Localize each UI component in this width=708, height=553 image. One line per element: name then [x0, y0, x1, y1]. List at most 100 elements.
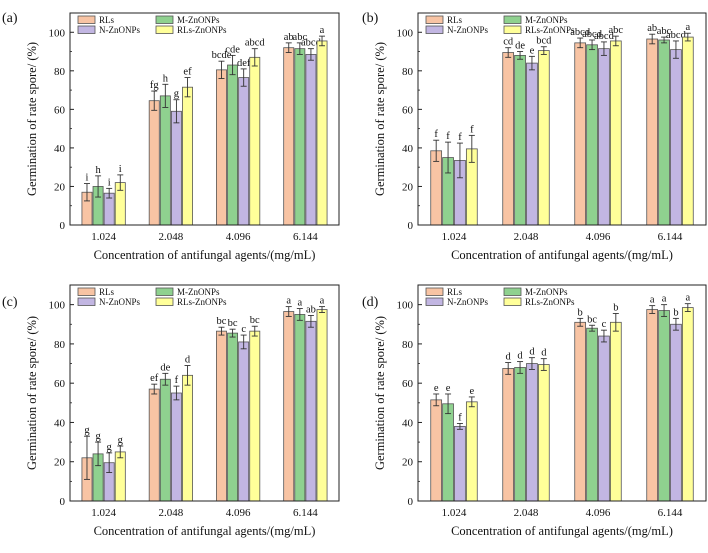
significance-letter: d — [529, 347, 535, 358]
panel-label: (c) — [2, 295, 18, 310]
significance-letter: a — [320, 25, 325, 36]
significance-letter: a — [685, 22, 690, 33]
y-tick-label: 60 — [402, 378, 414, 390]
significance-letter: fg — [150, 80, 159, 91]
bar-m-znonps-1.024 — [442, 403, 454, 502]
bar-n-znonps-2.048 — [526, 62, 538, 226]
significance-letter: abcd — [594, 31, 615, 42]
bar-m-znonps-2.048 — [514, 367, 526, 502]
significance-letter: abcd — [301, 38, 322, 49]
legend-entry: N-ZnONPs — [99, 25, 140, 35]
x-tick-label: 4.096 — [586, 231, 611, 243]
bar-rls-znonps-2.048 — [537, 50, 550, 226]
y-tick-label: 100 — [49, 300, 66, 312]
bar-n-znonps-6.144 — [305, 54, 317, 226]
x-tick-label: 6.144 — [658, 507, 683, 519]
legend-swatch — [503, 297, 522, 306]
significance-letter: bcd — [536, 36, 552, 47]
legend-entry: RLs-ZnONPs — [177, 25, 227, 35]
legend-swatch — [77, 15, 96, 24]
y-tick-label: 40 — [54, 143, 66, 155]
significance-letter: b — [673, 307, 678, 318]
bar-rls-znonps-4.096 — [249, 330, 261, 502]
legend-entry: M-ZnONPs — [525, 287, 568, 297]
significance-letter: a — [650, 295, 655, 306]
significance-letter: b — [613, 302, 618, 313]
bar-rls-4.096 — [574, 321, 587, 502]
bar-rls-2.048 — [502, 368, 515, 502]
significance-letter: ab — [647, 23, 657, 34]
y-tick-label: 40 — [402, 143, 414, 155]
legend-swatch — [503, 15, 522, 24]
plot-frame — [417, 284, 707, 502]
x-tick-label: 4.096 — [226, 231, 251, 243]
chart-panel-1: (a) i fg bcde ab h h cde abc i g def abcd i ef abcd a 0 20… — [2, 11, 340, 262]
bar-rls-4.096 — [216, 330, 227, 502]
y-tick-label: 0 — [408, 220, 414, 232]
legend-swatch — [155, 25, 174, 34]
y-tick-label: 80 — [54, 66, 66, 78]
x-tick-label: 1.024 — [91, 231, 116, 243]
x-axis-title: Concentration of antifungal agents/(mg/m… — [94, 248, 316, 262]
significance-letter: bc — [250, 315, 260, 326]
bar-rls-znonps-2.048 — [182, 374, 193, 502]
bar-rls-znonps-6.144 — [316, 40, 328, 226]
significance-letter: de — [515, 41, 525, 52]
plot-frame — [417, 12, 707, 226]
significance-letter: i — [119, 164, 122, 175]
bar-n-znonps-4.096 — [598, 48, 610, 226]
x-tick-label: 6.144 — [658, 231, 683, 243]
legend-entry: RLs-ZnONPs — [525, 297, 575, 307]
legend-entry: M-ZnONPs — [177, 15, 220, 25]
panel-label: (b) — [362, 11, 379, 26]
significance-letter: e — [469, 386, 474, 397]
y-tick-label: 0 — [60, 496, 66, 508]
bar-rls-1.024 — [430, 150, 443, 226]
chart-panel-3: (c) g ef bc a g de bc a g f c ab g d bc a 0 20 40 60 80 100 1.0… — [2, 284, 340, 538]
significance-letter: a — [286, 296, 291, 307]
legend-swatch — [155, 287, 174, 296]
significance-letter: g — [84, 425, 90, 436]
bar-rls-6.144 — [646, 38, 659, 226]
plot-frame — [69, 12, 340, 226]
significance-letter: i — [108, 177, 111, 188]
significance-letter: g — [118, 435, 124, 446]
panel-label: (a) — [2, 11, 18, 26]
bar-m-znonps-4.096 — [586, 327, 598, 502]
bar-m-znonps-2.048 — [159, 95, 171, 226]
legend-entry: M-ZnONPs — [525, 15, 568, 25]
x-tick-label: 1.024 — [442, 231, 467, 243]
significance-letter: a — [685, 293, 690, 304]
x-axis-title: Concentration of antifungal agents/(mg/m… — [94, 524, 316, 538]
significance-letter: e — [434, 383, 439, 394]
significance-letter: e — [530, 45, 535, 56]
x-tick-label: 2.048 — [159, 231, 184, 243]
significance-letter: abcd — [582, 29, 603, 40]
significance-letter: c — [602, 319, 607, 330]
y-axis-title: Germination of rate spore/ (%) — [373, 316, 387, 470]
bar-n-znonps-4.096 — [238, 77, 250, 226]
bar-n-znonps-4.096 — [238, 341, 250, 502]
significance-letter: abcd — [666, 30, 687, 41]
bar-n-znonps-1.024 — [454, 425, 466, 502]
y-tick-label: 40 — [402, 417, 414, 429]
legend-swatch — [503, 25, 522, 34]
bar-n-znonps-2.048 — [170, 392, 182, 502]
significance-letter: f — [434, 129, 438, 140]
y-tick-label: 0 — [408, 496, 414, 508]
x-tick-label: 6.144 — [293, 507, 318, 519]
y-tick-label: 100 — [397, 27, 414, 39]
significance-letter: a — [662, 294, 667, 305]
x-tick-label: 6.144 — [293, 231, 318, 243]
bar-rls-2.048 — [148, 100, 160, 226]
y-tick-label: 100 — [49, 27, 66, 39]
y-tick-label: 20 — [402, 181, 414, 193]
legend-entry: RLs — [99, 287, 115, 297]
legend-entry: RLs — [99, 15, 115, 25]
significance-letter: cde — [225, 44, 240, 55]
bar-m-znonps-6.144 — [658, 310, 670, 502]
bar-n-znonps-6.144 — [670, 323, 682, 502]
significance-letter: abc — [657, 26, 672, 37]
significance-letter: a — [320, 296, 325, 307]
